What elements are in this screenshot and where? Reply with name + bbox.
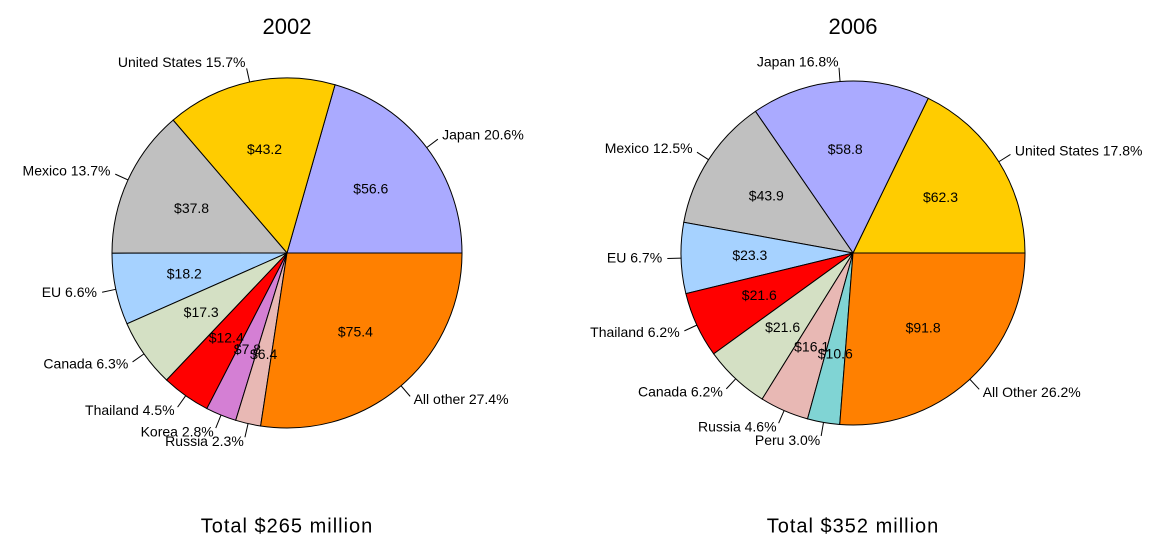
leader-line [115,173,129,181]
leader-line [400,385,411,397]
pie-slice [260,252,463,429]
value-label: $7.8 [234,341,261,357]
leader-line [102,288,116,293]
value-label: $75.4 [338,323,373,339]
slice-label: Mexico 12.5% [605,140,693,156]
slice-label: Japan 16.8% [757,53,839,69]
leader-line [725,378,737,390]
value-label: $43.2 [247,141,282,157]
leader-line [177,395,187,408]
slice-label: EU 6.6% [42,284,97,300]
value-label: $16.1 [794,338,829,354]
slice-label: Canada 6.2% [638,383,723,399]
value-label: $91.8 [906,319,941,335]
chart-title: 2006 [829,14,878,39]
slice-label: Thailand 4.5% [85,402,175,418]
leader-line [820,422,824,437]
pie-slice [754,80,929,254]
leader-line [246,68,251,83]
value-label: $43.9 [749,188,784,204]
leader-line [684,324,698,332]
chart-subtitle: Total $352 million [767,515,940,537]
value-label: $12.4 [209,329,244,345]
slice-label: Japan 20.6% [442,127,524,143]
value-label: $18.2 [167,265,202,281]
leader-line [132,353,145,363]
chart-subtitle: Total $265 million [201,515,374,537]
value-label: $62.3 [923,189,958,205]
slice-label: EU 6.7% [607,249,662,265]
value-label: $6.4 [250,346,277,362]
leader-line [696,151,709,161]
value-label: $37.8 [174,200,209,216]
value-label: $58.8 [828,141,863,157]
slice-label: United States 15.7% [118,54,246,70]
leader-line [969,378,980,390]
value-label: $17.3 [184,304,219,320]
leader-line [778,410,785,424]
slice-label: Russia 2.3% [165,433,244,449]
leader-line [215,414,222,429]
value-label: $23.3 [732,247,767,263]
value-label: $10.6 [818,345,853,361]
leader-line [244,423,249,438]
value-label: $21.6 [742,287,777,303]
slice-label: Peru 3.0% [755,432,820,448]
slice-label: Mexico 13.7% [23,163,111,179]
slice-label: Korea 2.8% [141,424,214,440]
leader-line [838,67,841,82]
pie-slice [286,84,463,254]
leader-line [998,154,1011,163]
slice-label: All Other 26.2% [983,384,1081,400]
pie-slice [683,110,855,254]
chart-title: 2002 [263,14,312,39]
slice-label: Russia 4.6% [698,419,777,435]
slice-label: Thailand 6.2% [590,324,680,340]
slice-label: United States 17.8% [1015,142,1143,158]
value-label: $21.6 [765,319,800,335]
slice-label: Canada 6.3% [43,356,128,372]
slice-label: All other 27.4% [414,391,509,407]
leader-line [426,138,439,148]
value-label: $56.6 [353,180,388,196]
